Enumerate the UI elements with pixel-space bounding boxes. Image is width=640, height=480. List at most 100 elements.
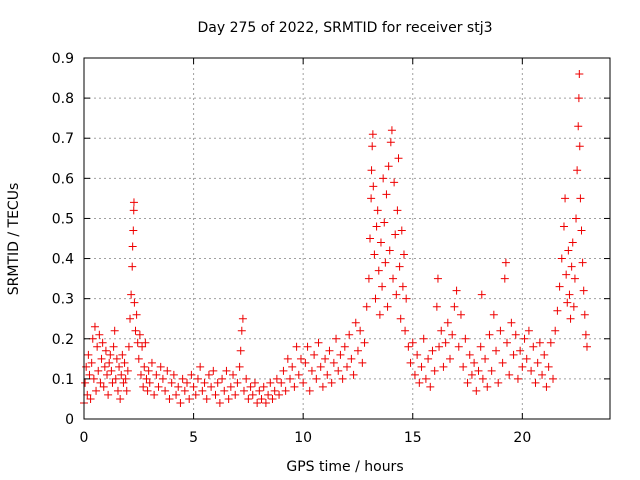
data-point-plus bbox=[327, 378, 336, 387]
data-point-plus bbox=[448, 330, 457, 339]
data-point-plus bbox=[104, 390, 113, 399]
data-point-plus bbox=[371, 294, 380, 303]
data-point-plus bbox=[198, 386, 207, 395]
data-point-plus bbox=[139, 382, 148, 391]
data-point-plus bbox=[200, 378, 209, 387]
data-point-plus bbox=[257, 394, 266, 403]
data-point-plus bbox=[169, 370, 178, 379]
data-point-plus bbox=[96, 378, 105, 387]
data-point-plus bbox=[463, 378, 472, 387]
data-point-plus bbox=[452, 286, 461, 295]
data-point-plus bbox=[562, 270, 571, 279]
data-point-plus bbox=[283, 354, 292, 363]
data-point-plus bbox=[231, 390, 240, 399]
data-point-plus bbox=[88, 334, 97, 343]
data-point-plus bbox=[81, 378, 90, 387]
data-point-plus bbox=[559, 222, 568, 231]
data-point-plus bbox=[389, 274, 398, 283]
data-point-plus bbox=[401, 326, 410, 335]
data-point-plus bbox=[507, 318, 516, 327]
data-point-plus bbox=[94, 366, 103, 375]
data-point-plus bbox=[209, 366, 218, 375]
data-point-plus bbox=[272, 374, 281, 383]
data-point-plus bbox=[165, 394, 174, 403]
data-point-plus bbox=[220, 386, 229, 395]
data-point-plus bbox=[410, 370, 419, 379]
data-point-plus bbox=[582, 342, 591, 351]
data-point-plus bbox=[314, 338, 323, 347]
data-point-plus bbox=[329, 358, 338, 367]
data-point-plus bbox=[343, 362, 351, 371]
data-point-plus bbox=[183, 378, 192, 387]
data-point-plus bbox=[122, 386, 131, 395]
data-point-plus bbox=[529, 342, 538, 351]
data-point-plus bbox=[372, 222, 381, 231]
data-point-plus bbox=[362, 302, 371, 311]
data-point-plus bbox=[204, 370, 213, 379]
data-point-plus bbox=[235, 362, 244, 371]
data-point-plus bbox=[133, 338, 142, 347]
data-point-plus bbox=[549, 374, 558, 383]
data-point-plus bbox=[373, 206, 382, 215]
data-point-plus bbox=[147, 358, 156, 367]
data-point-plus bbox=[97, 354, 106, 363]
data-point-plus bbox=[430, 366, 439, 375]
data-point-plus bbox=[419, 334, 428, 343]
data-point-plus bbox=[573, 166, 582, 175]
data-point-plus bbox=[417, 362, 426, 371]
data-point-plus bbox=[347, 354, 356, 363]
data-point-plus bbox=[513, 374, 522, 383]
data-point-plus bbox=[163, 366, 172, 375]
data-point-plus bbox=[128, 262, 137, 271]
data-point-plus bbox=[387, 126, 396, 135]
data-point-plus bbox=[161, 386, 170, 395]
data-point-plus bbox=[246, 382, 255, 391]
plot-frame bbox=[83, 57, 611, 420]
data-point-plus bbox=[535, 338, 544, 347]
data-point-plus bbox=[426, 382, 435, 391]
data-point-plus bbox=[185, 394, 194, 403]
data-point-plus bbox=[415, 378, 424, 387]
data-point-plus bbox=[378, 282, 387, 291]
data-point-plus bbox=[567, 262, 576, 271]
data-point-plus bbox=[226, 382, 235, 391]
data-point-plus bbox=[531, 378, 540, 387]
y-tick-label: 0.5 bbox=[52, 211, 74, 227]
data-point-plus bbox=[129, 206, 138, 215]
data-point-plus bbox=[303, 342, 312, 351]
data-point-plus bbox=[408, 338, 417, 347]
data-point-plus bbox=[428, 346, 437, 355]
data-point-plus bbox=[360, 338, 369, 347]
data-point-plus bbox=[211, 390, 220, 399]
data-point-plus bbox=[103, 370, 112, 379]
data-point-plus bbox=[450, 302, 459, 311]
data-point-plus bbox=[130, 298, 139, 307]
y-tick-label: 0 bbox=[65, 412, 74, 428]
data-point-plus bbox=[323, 370, 332, 379]
data-point-plus bbox=[375, 310, 384, 319]
data-point-plus bbox=[126, 314, 135, 323]
data-point-plus bbox=[154, 382, 163, 391]
data-point-plus bbox=[83, 390, 92, 399]
data-point-plus bbox=[321, 354, 330, 363]
data-point-plus bbox=[390, 178, 399, 187]
data-point-plus bbox=[421, 374, 430, 383]
data-point-plus bbox=[95, 330, 104, 339]
data-point-plus bbox=[393, 206, 402, 215]
data-point-plus bbox=[496, 326, 505, 335]
axis-ticks: 0 0.1 0.2 0.3 0.4 0.5 0.6 0.7 0.8 0.9 0 5 10 15 20 bbox=[52, 51, 610, 446]
data-points bbox=[80, 70, 591, 407]
data-point-plus bbox=[218, 374, 227, 383]
data-point-plus bbox=[167, 378, 176, 387]
data-point-plus bbox=[555, 282, 564, 291]
data-point-plus bbox=[318, 382, 327, 391]
data-point-plus bbox=[118, 350, 127, 359]
data-point-plus bbox=[116, 394, 125, 403]
data-point-plus bbox=[172, 390, 181, 399]
data-point-plus bbox=[248, 390, 257, 399]
data-point-plus bbox=[312, 374, 321, 383]
data-point-plus bbox=[353, 346, 362, 355]
data-point-plus bbox=[561, 194, 570, 203]
data-point-plus bbox=[292, 342, 301, 351]
data-point-plus bbox=[140, 362, 149, 371]
